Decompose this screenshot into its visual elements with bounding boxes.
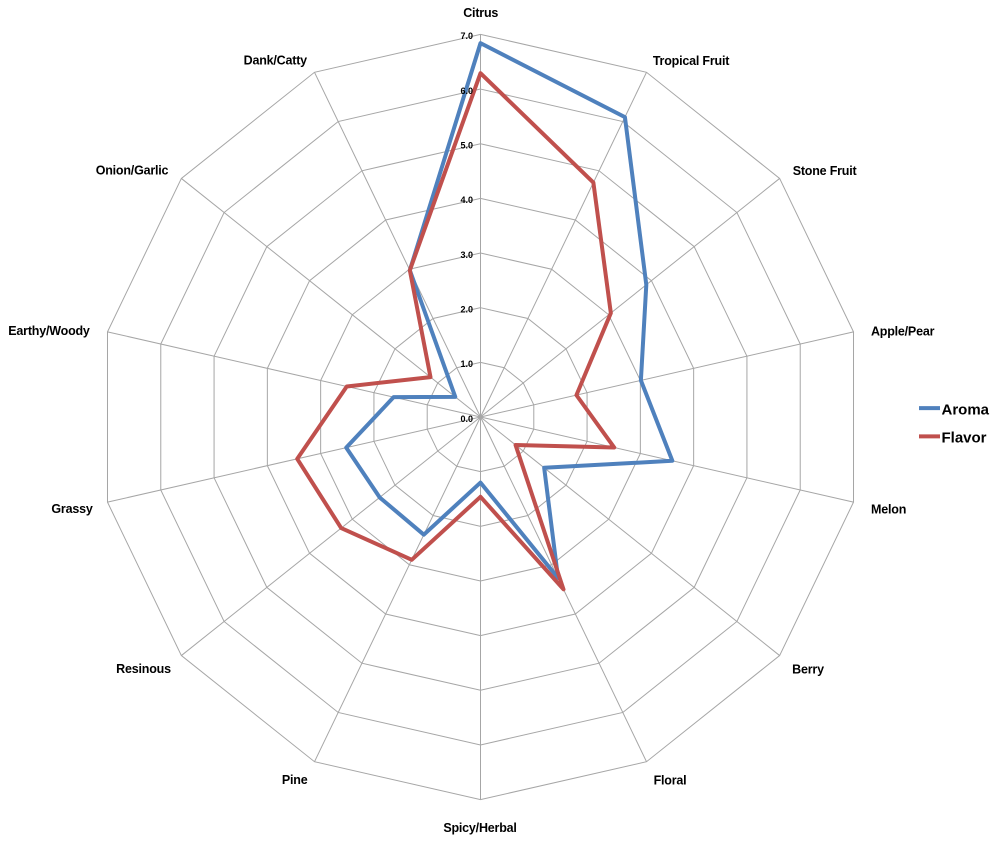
svg-text:Earthy/Woody: Earthy/Woody (8, 324, 90, 338)
svg-text:Pine: Pine (282, 773, 308, 787)
svg-text:6.0: 6.0 (460, 86, 473, 96)
svg-text:Berry: Berry (792, 662, 824, 676)
svg-text:Aroma: Aroma (942, 401, 990, 418)
svg-text:Spicy/Herbal: Spicy/Herbal (443, 821, 516, 835)
svg-text:Dank/Catty: Dank/Catty (244, 54, 308, 68)
svg-text:Melon: Melon (871, 503, 906, 517)
svg-text:Onion/Garlic: Onion/Garlic (96, 164, 169, 178)
svg-text:Flavor: Flavor (942, 430, 987, 447)
svg-text:3.0: 3.0 (460, 250, 473, 260)
svg-text:4.0: 4.0 (460, 195, 473, 205)
svg-text:Apple/Pear: Apple/Pear (871, 325, 935, 339)
svg-text:Citrus: Citrus (463, 6, 498, 20)
svg-text:2.0: 2.0 (460, 304, 473, 314)
svg-text:0.0: 0.0 (460, 414, 473, 424)
svg-text:Stone Fruit: Stone Fruit (793, 164, 858, 178)
svg-text:Resinous: Resinous (116, 662, 171, 676)
svg-text:Tropical Fruit: Tropical Fruit (653, 54, 730, 68)
svg-text:7.0: 7.0 (460, 31, 473, 41)
svg-text:Grassy: Grassy (51, 502, 92, 516)
svg-text:5.0: 5.0 (460, 140, 473, 150)
svg-text:Floral: Floral (654, 774, 687, 788)
svg-text:1.0: 1.0 (460, 359, 473, 369)
